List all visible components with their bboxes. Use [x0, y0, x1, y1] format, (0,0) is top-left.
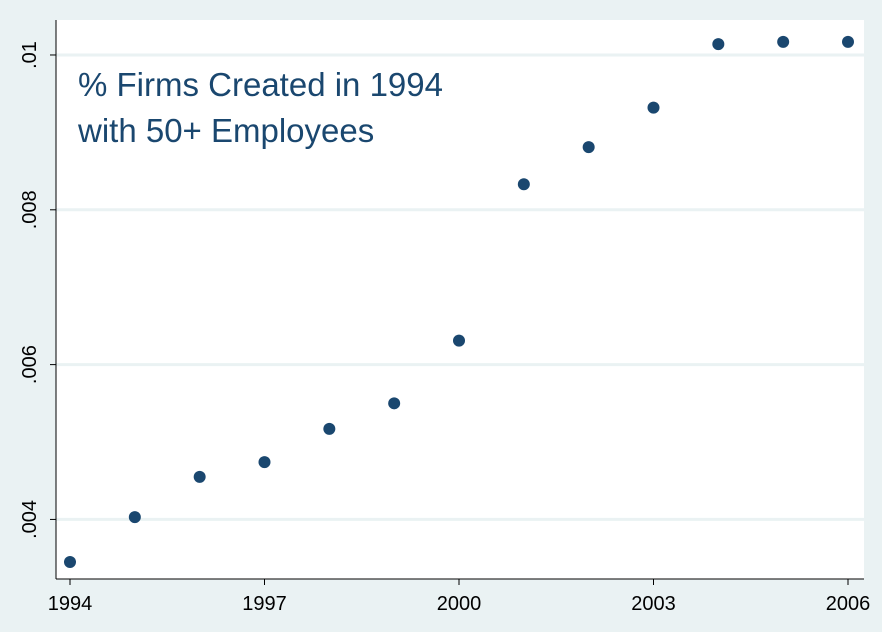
- annotation-line-2: with 50+ Employees: [77, 112, 374, 149]
- data-point: [323, 422, 336, 435]
- data-point: [582, 141, 595, 154]
- x-tick-label: 2003: [631, 593, 676, 615]
- data-point: [193, 470, 206, 483]
- x-tick-label: 1994: [48, 593, 93, 615]
- axes: [55, 20, 864, 580]
- x-tick-label: 2006: [826, 593, 871, 615]
- data-point: [258, 456, 271, 469]
- data-point: [842, 35, 854, 48]
- y-tick-label: .01: [19, 41, 41, 69]
- y-tick-label: .004: [19, 500, 41, 539]
- y-tick-label: .006: [19, 345, 41, 384]
- x-ticks: 1994 1997 2000 2003 2006: [48, 579, 871, 615]
- x-tick-label: 2000: [437, 593, 482, 615]
- plot-area: [56, 20, 864, 579]
- data-point: [712, 38, 725, 51]
- annotation-line-1: % Firms Created in 1994: [78, 66, 443, 103]
- data-point: [453, 334, 465, 347]
- data-point: [128, 511, 141, 524]
- data-point: [64, 556, 76, 568]
- data-point: [517, 178, 530, 191]
- data-point: [647, 101, 660, 114]
- data-point: [388, 397, 401, 410]
- data-point: [777, 35, 790, 48]
- gridlines: [56, 53, 864, 521]
- data-points: [64, 35, 854, 568]
- y-ticks: .004 .006 .008 .01: [19, 41, 56, 539]
- x-tick-label: 1997: [242, 593, 287, 615]
- y-tick-label: .008: [19, 190, 41, 229]
